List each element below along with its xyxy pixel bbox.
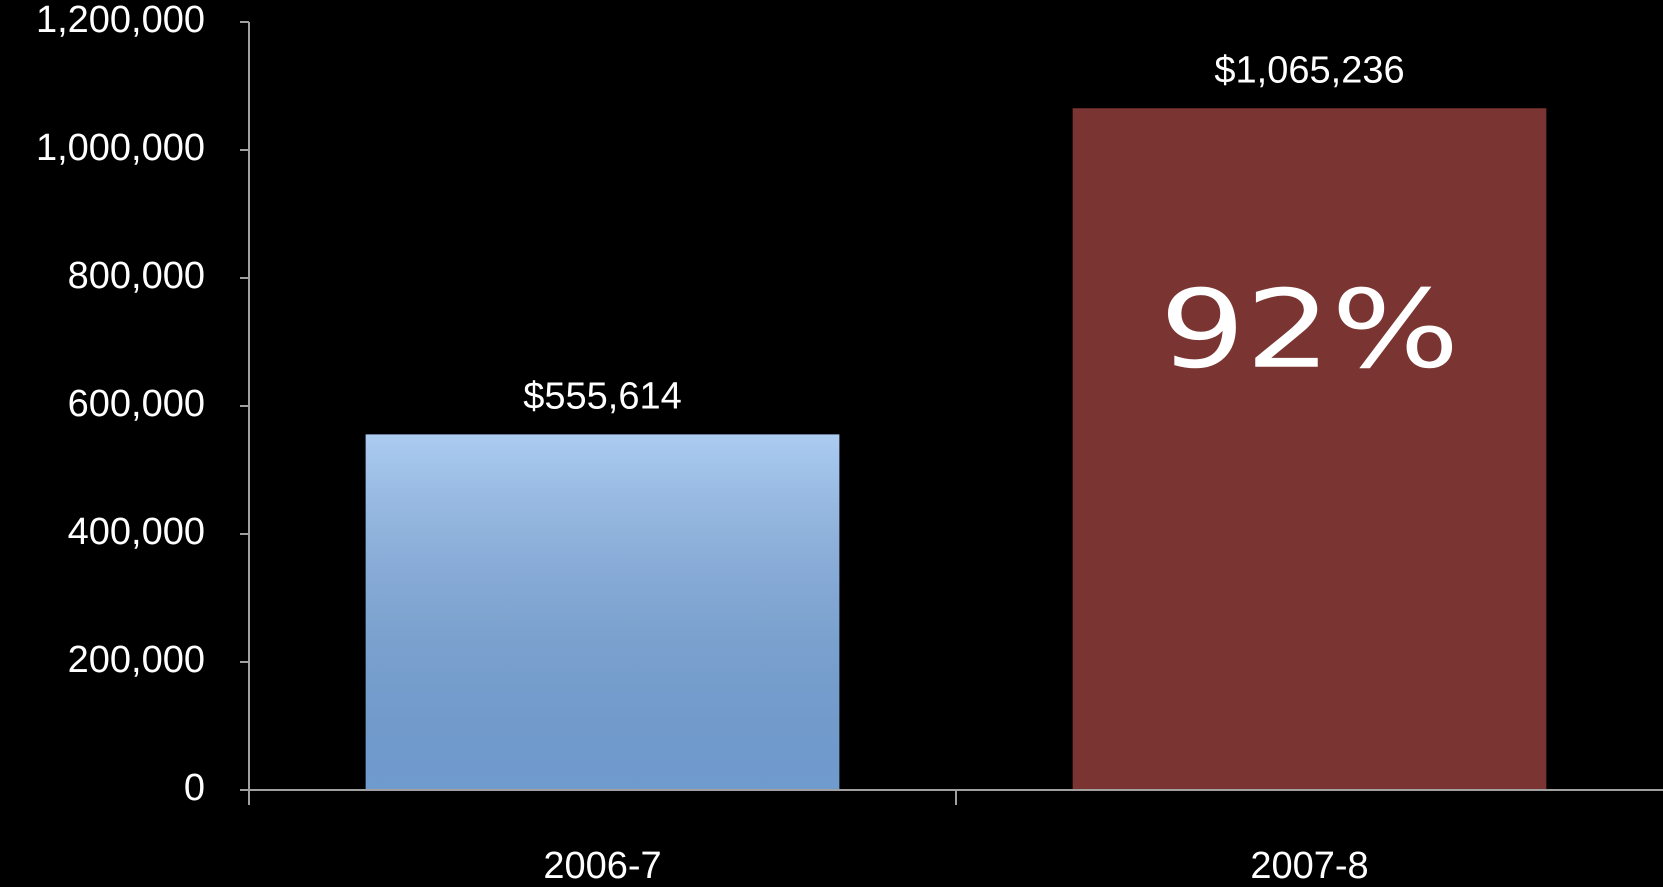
y-tick-label: 600,000 bbox=[68, 383, 205, 425]
bar bbox=[1072, 108, 1547, 790]
y-tick-label: 200,000 bbox=[68, 639, 205, 681]
x-tick-label: 2007-8 bbox=[1250, 845, 1368, 887]
y-tick-label: 1,200,000 bbox=[36, 0, 205, 41]
x-tick-label: 2006-7 bbox=[543, 845, 661, 887]
y-tick-label: 0 bbox=[184, 767, 205, 809]
bar-shine bbox=[365, 434, 840, 790]
y-tick-label: 800,000 bbox=[68, 255, 205, 297]
y-tick-label: 400,000 bbox=[68, 511, 205, 553]
value-label: $555,614 bbox=[523, 375, 682, 417]
y-tick-label: 1,000,000 bbox=[36, 127, 205, 169]
annotation: 92% bbox=[1160, 268, 1460, 393]
value-label: $1,065,236 bbox=[1214, 49, 1404, 91]
